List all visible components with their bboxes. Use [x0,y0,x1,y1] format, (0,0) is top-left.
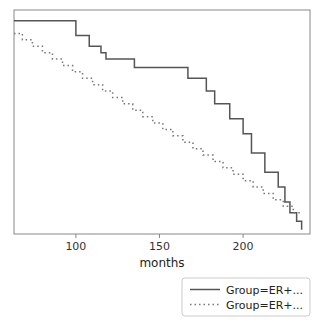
legend-label: Group=ER+... [226,284,303,297]
x-tick [243,234,244,238]
x-tick [159,234,160,238]
series-line [14,33,302,212]
x-tick-label: 200 [233,240,254,253]
x-tick-label: 100 [65,240,86,253]
legend-swatch [190,304,220,306]
legend-frame [182,278,310,316]
legend: Group=ER+... Group=ER+... [182,278,310,316]
legend-swatch [190,289,220,291]
x-tick-label: 150 [149,240,170,253]
x-tick [75,234,76,238]
legend-label: Group=ER+... [226,299,303,312]
plot-area [14,21,302,230]
x-axis-label: months [139,256,184,270]
chart: 100 150 200 months Group=ER+... Group=ER+... [0,0,320,320]
plot-frame [14,10,310,234]
series-line [14,21,302,230]
